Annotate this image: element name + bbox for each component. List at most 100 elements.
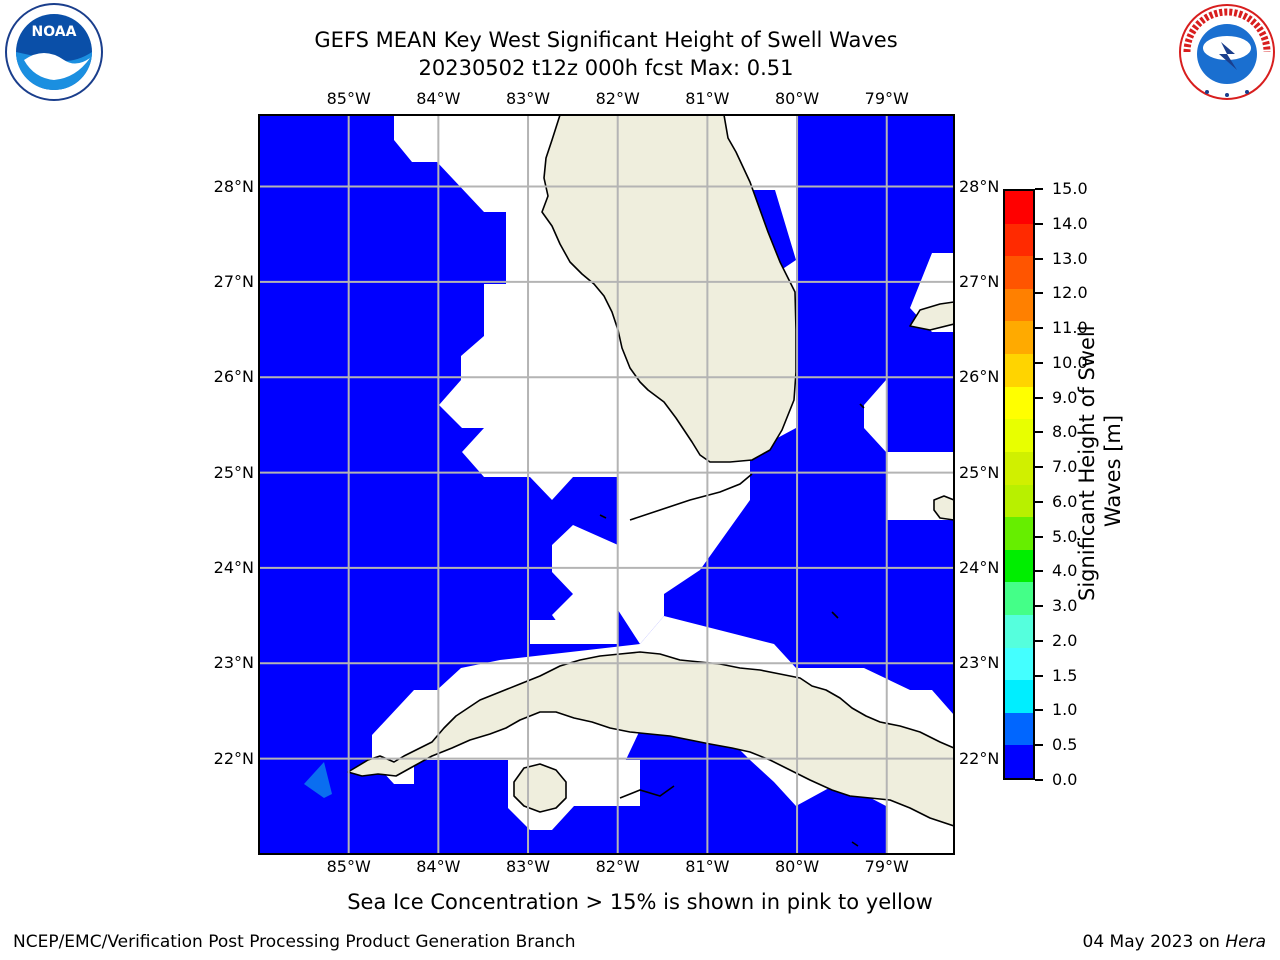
noaa-logo: NOAA [4, 2, 104, 102]
colorbar-tick-label: 7.0 [1052, 457, 1078, 477]
lon-tick-label: 85°W [326, 857, 371, 876]
chart-title-line1: GEFS MEAN Key West Significant Height of… [314, 28, 898, 52]
lat-tick-label: 25°N [213, 462, 254, 482]
colorbar-label-line2: Waves [m] [1101, 414, 1125, 528]
graticule [259, 115, 954, 854]
colorbar-tick-label: 8.0 [1052, 422, 1078, 442]
colorbar-tick-mark [1035, 466, 1043, 469]
lon-tick-label: 81°W [685, 89, 730, 108]
lat-tick-label: 25°N [959, 462, 1000, 482]
colorbar-tick-mark [1035, 570, 1043, 573]
colorbar-segment [1005, 549, 1033, 583]
footer-branch: NCEP/EMC/Verification Post Processing Pr… [13, 932, 576, 952]
isla-de-la-juventud [513, 763, 567, 813]
colorbar-tick-mark [1035, 709, 1043, 712]
land-masses [347, 115, 954, 827]
lon-tick-label: 83°W [505, 89, 551, 108]
colorbar-segment [1005, 680, 1033, 714]
colorbar-tick-label: 1.5 [1052, 665, 1078, 685]
footer-date-text: 04 May 2023 on [1082, 932, 1226, 952]
colorbar-segment [1005, 451, 1033, 485]
colorbar-segment [1005, 712, 1033, 746]
colorbar-tick-mark [1035, 535, 1043, 538]
colorbar-segment [1005, 354, 1033, 388]
colorbar-tick-mark [1035, 222, 1043, 225]
colorbar-tick-label: 3.0 [1052, 596, 1078, 616]
colorbar-label-line1: Significant Height of Swell [1075, 325, 1099, 601]
colorbar-segment [1005, 288, 1033, 322]
colorbar-segment [1005, 745, 1033, 779]
lon-tick-label: 82°W [595, 857, 640, 876]
colorbar-tick-label: 13.0 [1052, 248, 1088, 268]
lat-tick-label: 28°N [213, 176, 254, 196]
lon-tick-label: 80°W [774, 857, 820, 876]
lat-tick-label: 27°N [959, 271, 1000, 291]
colorbar-tick-mark [1035, 327, 1043, 330]
colorbar-segment [1005, 419, 1033, 453]
lon-tick-label: 79°W [864, 89, 909, 108]
lon-tick-label: 83°W [505, 857, 551, 876]
lat-tick-label: 26°N [959, 367, 1000, 387]
colorbar-segment [1005, 484, 1033, 518]
lat-tick-label: 24°N [213, 557, 254, 577]
colorbar [1003, 189, 1035, 780]
lon-tick-label: 81°W [685, 857, 730, 876]
colorbar-tick-label: 4.0 [1052, 561, 1078, 581]
lat-tick-label: 22°N [213, 748, 254, 768]
colorbar-tick-label: 10.0 [1052, 352, 1088, 372]
colorbar-tick-mark [1035, 188, 1043, 190]
colorbar-tick-mark [1035, 361, 1043, 364]
colorbar-tick-label: 11.0 [1052, 318, 1088, 338]
colorbar-tick-label: 6.0 [1052, 491, 1078, 511]
bahamas-grand [909, 301, 954, 331]
colorbar-segment [1005, 386, 1033, 420]
chart-title-line2: 20230502 t12z 000h fcst Max: 0.51 [418, 56, 794, 80]
colorbar-tick-mark [1035, 639, 1043, 642]
colorbar-tick-mark [1035, 500, 1043, 503]
footer-host: Hera [1225, 932, 1266, 952]
nws-logo [1177, 2, 1277, 102]
lat-tick-label: 22°N [959, 748, 1000, 768]
cuba-landmass [347, 651, 954, 827]
colorbar-tick-label: 2.0 [1052, 630, 1078, 650]
lon-tick-label: 84°W [416, 89, 461, 108]
lon-tick-label: 82°W [595, 89, 640, 108]
swell-patch-light-blue [304, 762, 332, 798]
colorbar-tick-label: 1.0 [1052, 700, 1078, 720]
lon-tick-label: 80°W [774, 89, 820, 108]
colorbar-segment [1005, 223, 1033, 257]
colorbar-tick-mark [1035, 396, 1043, 399]
colorbar-segment [1005, 256, 1033, 290]
colorbar-segment [1005, 614, 1033, 649]
lat-tick-label: 24°N [959, 557, 1000, 577]
colorbar-tick-label: 9.0 [1052, 387, 1078, 407]
colorbar-segment [1005, 191, 1033, 225]
lat-tick-label: 27°N [213, 271, 254, 291]
florida-landmass [541, 115, 797, 463]
colorbar-tick-mark [1035, 779, 1043, 781]
colorbar-tick-mark [1035, 431, 1043, 434]
florida-keys [599, 403, 865, 847]
lon-tick-label: 85°W [326, 89, 371, 108]
lat-tick-label: 26°N [213, 367, 254, 387]
svg-text:NOAA: NOAA [32, 24, 77, 40]
colorbar-tick-mark [1035, 744, 1043, 747]
lon-tick-label: 84°W [416, 857, 461, 876]
colorbar-segment [1005, 321, 1033, 355]
colorbar-tick-mark [1035, 257, 1043, 260]
footer-date: 04 May 2023 on Hera [1083, 932, 1267, 952]
lat-tick-label: 23°N [959, 653, 1000, 673]
colorbar-tick-label: 14.0 [1052, 213, 1088, 233]
lon-tick-label: 79°W [864, 857, 909, 876]
lat-tick-label: 23°N [213, 653, 254, 673]
colorbar-tick-label: 15.0 [1052, 179, 1088, 198]
colorbar-tick-mark [1035, 674, 1043, 677]
colorbar-tick-label: 0.5 [1052, 735, 1078, 755]
sea-ice-note: Sea Ice Concentration > 15% is shown in … [347, 890, 933, 914]
colorbar-segment [1005, 582, 1033, 616]
colorbar-tick-mark [1035, 292, 1043, 295]
colorbar-segment [1005, 517, 1033, 551]
bahamas-andros [933, 495, 954, 521]
